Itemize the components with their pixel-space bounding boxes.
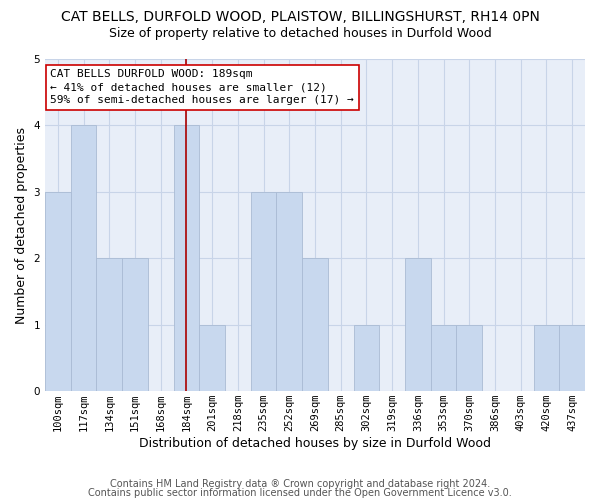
Text: Size of property relative to detached houses in Durfold Wood: Size of property relative to detached ho… [109, 28, 491, 40]
Bar [431, 324, 457, 391]
Bar [457, 324, 482, 391]
Bar [251, 192, 277, 391]
Bar [302, 258, 328, 391]
Text: Contains public sector information licensed under the Open Government Licence v3: Contains public sector information licen… [88, 488, 512, 498]
Bar [405, 258, 431, 391]
Bar [71, 126, 97, 391]
Bar [533, 324, 559, 391]
Bar [353, 324, 379, 391]
Bar [199, 324, 225, 391]
Bar [45, 192, 71, 391]
Bar [277, 192, 302, 391]
Bar [97, 258, 122, 391]
Bar [559, 324, 585, 391]
Bar [122, 258, 148, 391]
Text: CAT BELLS, DURFOLD WOOD, PLAISTOW, BILLINGSHURST, RH14 0PN: CAT BELLS, DURFOLD WOOD, PLAISTOW, BILLI… [61, 10, 539, 24]
Text: Contains HM Land Registry data ® Crown copyright and database right 2024.: Contains HM Land Registry data ® Crown c… [110, 479, 490, 489]
Bar [173, 126, 199, 391]
Text: CAT BELLS DURFOLD WOOD: 189sqm
← 41% of detached houses are smaller (12)
59% of : CAT BELLS DURFOLD WOOD: 189sqm ← 41% of … [50, 69, 354, 106]
X-axis label: Distribution of detached houses by size in Durfold Wood: Distribution of detached houses by size … [139, 437, 491, 450]
Y-axis label: Number of detached properties: Number of detached properties [15, 126, 28, 324]
